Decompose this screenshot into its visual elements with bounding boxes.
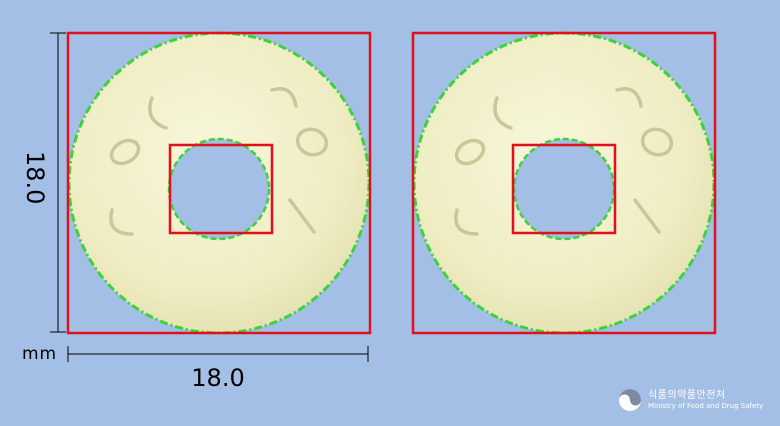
logo-name-english: Ministry of Food and Drug Safety <box>648 403 763 410</box>
pill-back <box>413 33 715 333</box>
height-measurement-label: 18.0 <box>21 151 49 201</box>
height-dimension-line <box>50 33 66 332</box>
logo-emblem-spacer <box>618 388 642 412</box>
width-measurement-label: 18.0 <box>168 364 268 392</box>
unit-label: mm <box>22 344 57 364</box>
mfds-logo: 식품의약품안전처 Ministry of Food and Drug Safet… <box>618 386 763 414</box>
width-dimension-line <box>68 346 368 362</box>
pill-front <box>68 33 370 333</box>
pill-body <box>69 33 369 333</box>
logo-name-korean: 식품의약품안전처 <box>648 391 763 401</box>
logo-text: 식품의약품안전처 Ministry of Food and Drug Safet… <box>648 391 763 410</box>
pill-body <box>414 33 714 333</box>
